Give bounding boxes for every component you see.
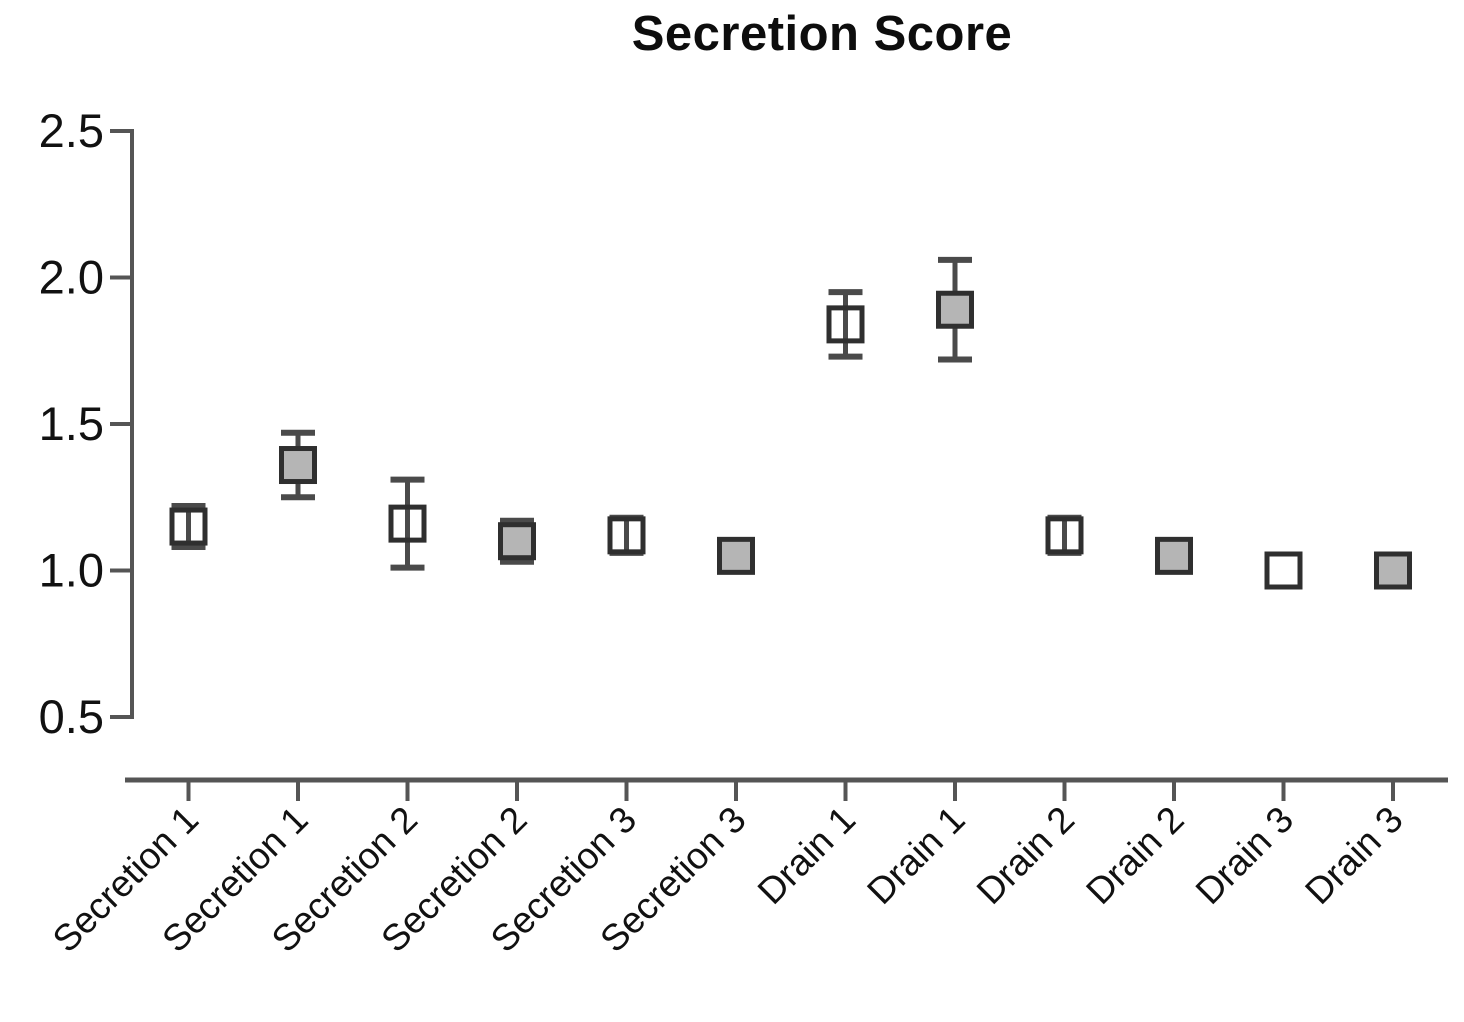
chart-title: Secretion Score [631,7,1013,61]
marker-square-open [1264,551,1303,590]
marker-square-filled [498,522,536,561]
marker-square-open [607,516,646,555]
x-tick-label: Drain 2 [969,799,1082,912]
x-tick-label: Drain 3 [1297,799,1410,912]
marker-square-open [1045,516,1084,555]
y-tick-label: 2.5 [39,104,104,157]
marker-square-filled [936,290,974,329]
marker-square-open [826,305,865,344]
y-tick-label: 1.0 [39,544,104,597]
marker-square-filled [1155,536,1193,575]
y-tick-label: 2.0 [39,251,104,304]
marker-square-filled [717,536,755,575]
marker-square-filled [1374,551,1412,590]
marker-square-open [169,507,208,546]
x-tick-label: Drain 1 [859,799,972,912]
x-tick-label: Drain 1 [750,799,863,912]
x-tick-label: Drain 2 [1078,799,1191,912]
y-tick-label: 1.5 [39,397,104,450]
marker-square-filled [279,446,317,485]
y-tick-label: 0.5 [39,690,104,743]
marker-square-open [388,504,427,543]
x-tick-label: Drain 3 [1188,799,1301,912]
